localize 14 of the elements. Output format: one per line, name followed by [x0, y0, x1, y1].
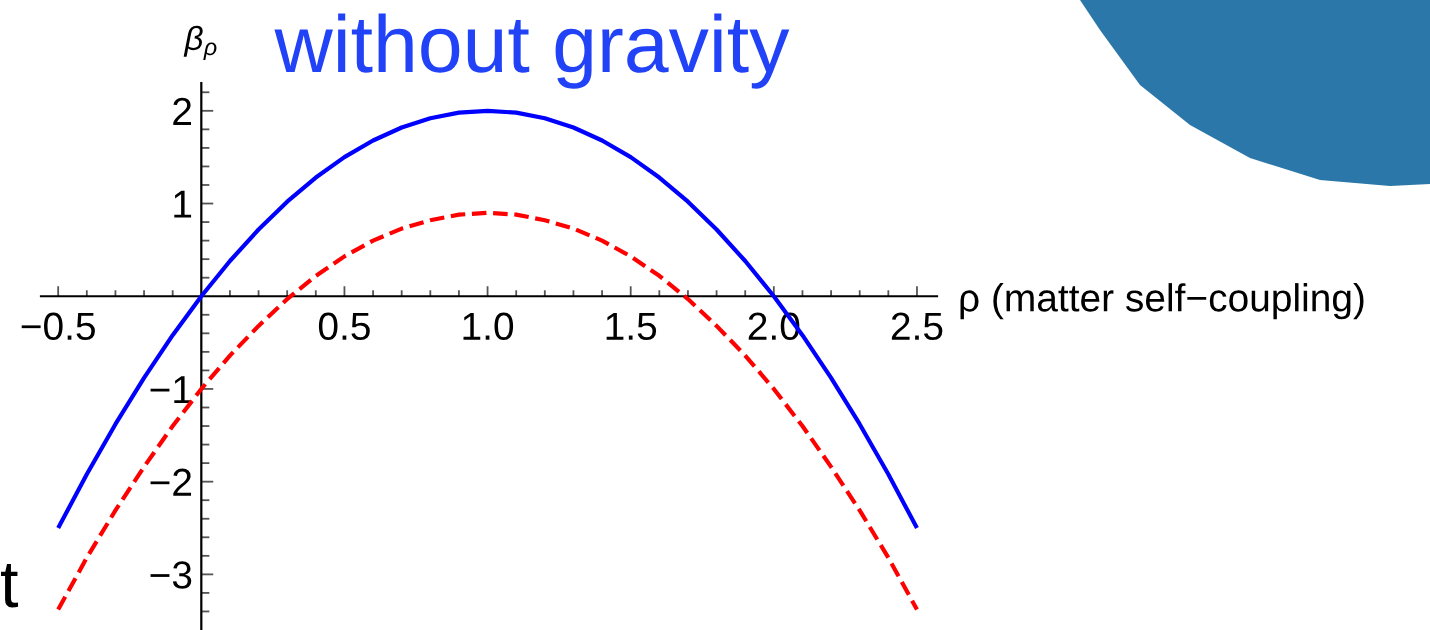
x-axis-title: ρ (matter self−coupling) [960, 283, 1364, 320]
y-tick-label: −3 [150, 561, 192, 589]
y-tick-label: 1 [174, 190, 192, 218]
x-tick-label: −0.5 [21, 312, 95, 341]
x-tick-label: 1.0 [463, 312, 514, 341]
text: t [1, 563, 19, 608]
y-tick-label: 2 [173, 97, 192, 125]
y-tick-label: −1 [150, 376, 192, 404]
y-axis-title: β$_{ρ}$ [183, 25, 217, 60]
chart-title: without gravity [274, 13, 790, 89]
y-tick-label: −2 [150, 468, 192, 496]
x-tick-label: 2.5 [891, 312, 943, 341]
x-tick-label: 0.5 [318, 312, 370, 341]
x-tick-label: 1.5 [606, 312, 657, 341]
